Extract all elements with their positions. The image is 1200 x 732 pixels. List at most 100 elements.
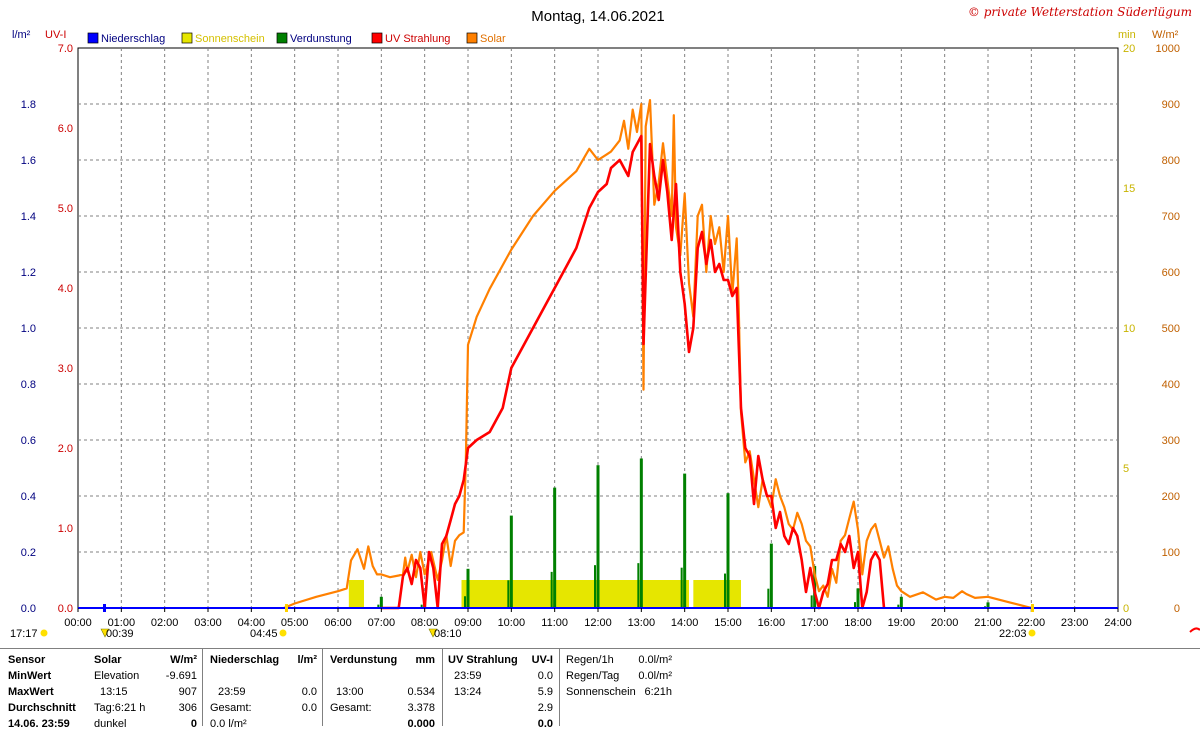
uv-unit: UV-I xyxy=(505,652,553,668)
table-divider xyxy=(322,648,323,726)
solar-cell: Tag:6:21 h xyxy=(94,700,145,716)
table-divider xyxy=(559,648,560,726)
evap-cell xyxy=(388,668,435,684)
solar-cell: 907 xyxy=(150,684,197,700)
solar-cell: 0 xyxy=(150,716,197,732)
row-label-avg: Durchschnitt xyxy=(8,700,76,716)
uv-col-2: UV-I 0.0 5.9 2.9 0.0 xyxy=(505,652,553,732)
summary-label: Regen/Tag xyxy=(566,668,636,684)
legend-label: UV Strahlung xyxy=(385,33,450,45)
minutes-tick-label: 5 xyxy=(1123,463,1129,475)
table-divider xyxy=(442,648,443,726)
uv-tick-label: 1.0 xyxy=(58,523,73,535)
wm2-tick-label: 1000 xyxy=(1156,43,1180,55)
solar-unit: W/m² xyxy=(150,652,197,668)
evaporation-bar xyxy=(857,588,860,608)
copyright-text: © private Wetterstation Süderlügum xyxy=(968,5,1192,19)
rain-cell: 0.0 xyxy=(270,700,317,716)
x-tick-label: 03:00 xyxy=(194,617,222,629)
sunrise-icon xyxy=(280,630,287,637)
evap-unit: mm xyxy=(388,652,435,668)
uv-tick-label: 6.0 xyxy=(58,123,73,135)
legend-label: Verdunstung xyxy=(290,33,352,45)
evaporation-bar xyxy=(464,596,466,608)
evaporation-bar xyxy=(594,565,596,608)
minutes-tick-label: 20 xyxy=(1123,43,1135,55)
rain-cell xyxy=(270,668,317,684)
x-tick-label: 13:00 xyxy=(628,617,656,629)
summary-label: Sonnenschein xyxy=(566,684,636,700)
x-tick-label: 23:00 xyxy=(1061,617,1089,629)
rain-tick-label: 1.2 xyxy=(21,267,36,279)
sunrise-tick xyxy=(285,604,288,612)
uv-tick-label: 5.0 xyxy=(58,203,73,215)
sunset-icon xyxy=(1029,630,1036,637)
solar-cell: Elevation xyxy=(94,668,145,684)
rain-cell: 0.0 l/m² xyxy=(210,716,279,732)
wm2-tick-label: 500 xyxy=(1162,323,1180,335)
row-label-max: MaxWert xyxy=(8,684,76,700)
x-tick-label: 06:00 xyxy=(324,617,352,629)
rain-unit: l/m² xyxy=(270,652,317,668)
wm2-tick-label: 800 xyxy=(1162,155,1180,167)
x-tick-label: 24:00 xyxy=(1104,617,1132,629)
x-tick-label: 18:00 xyxy=(844,617,872,629)
x-tick-label: 14:00 xyxy=(671,617,699,629)
table-divider xyxy=(202,648,203,726)
wm2-tick-label: 300 xyxy=(1162,435,1180,447)
evaporation-bar xyxy=(727,493,730,608)
rain-tick-label: 0.0 xyxy=(21,603,36,615)
rain-cell: Gesamt: xyxy=(210,700,279,716)
solar-cell: 306 xyxy=(150,700,197,716)
wm2-tick-label: 100 xyxy=(1162,547,1180,559)
evaporation-bar xyxy=(767,589,769,608)
rain-cell: 23:59 xyxy=(210,684,279,700)
evaporation-bar xyxy=(811,595,813,608)
evaporation-bar xyxy=(380,597,383,608)
uv-cell: 0.0 xyxy=(505,668,553,684)
table-top-border xyxy=(0,648,1200,649)
rain-tick-label: 0.8 xyxy=(21,379,36,391)
legend-label: Niederschlag xyxy=(101,33,165,45)
uv-tick-label: 4.0 xyxy=(58,283,73,295)
evaporation-bar xyxy=(640,458,643,608)
minutes-tick-label: 10 xyxy=(1123,323,1135,335)
wm2-tick-label: 0 xyxy=(1174,603,1180,615)
evaporation-bar xyxy=(637,563,639,608)
legend-swatch xyxy=(372,33,382,43)
event-sunset-time: 22:03 xyxy=(999,628,1027,640)
evap-cell: 3.378 xyxy=(388,700,435,716)
rain-tick-label: 1.4 xyxy=(21,211,36,223)
legend-swatch xyxy=(277,33,287,43)
evaporation-bar xyxy=(597,465,600,608)
summary-values: 0.0l/m² 0.0l/m² 6:21h xyxy=(630,652,672,700)
summary-value: 0.0l/m² xyxy=(630,652,672,668)
evaporation-bar xyxy=(683,474,686,608)
unit-min: min xyxy=(1118,29,1136,41)
x-tick-label: 05:00 xyxy=(281,617,309,629)
evaporation-bar xyxy=(770,544,773,608)
event-marker-time: 08:10 xyxy=(434,628,462,640)
sunshine-bar xyxy=(693,580,741,608)
x-tick-label: 10:00 xyxy=(498,617,526,629)
rain-cell: 0.0 xyxy=(270,684,317,700)
row-label-sensor: Sensor xyxy=(8,652,76,668)
evaporation-bar xyxy=(507,580,509,608)
x-tick-label: 16:00 xyxy=(758,617,786,629)
solar-cell: 13:15 xyxy=(94,684,145,700)
corner-mark-icon xyxy=(1190,628,1200,632)
event-time-left: 17:17 xyxy=(10,628,38,640)
rain-tick-label: 0.2 xyxy=(21,547,36,559)
event-moonset-time: 00:39 xyxy=(106,628,134,640)
sunshine-bar xyxy=(462,580,690,608)
rain-col-2: l/m² 0.0 0.0 xyxy=(270,652,317,716)
x-tick-label: 11:00 xyxy=(541,617,568,629)
wm2-tick-label: 900 xyxy=(1162,99,1180,111)
rain-header: Niederschlag xyxy=(210,652,279,668)
stats-table: Sensor MinWert MaxWert Durchschnitt 14.0… xyxy=(0,648,1200,726)
x-tick-label: 21:00 xyxy=(974,617,1002,629)
x-tick-label: 00:00 xyxy=(64,617,92,629)
wm2-tick-label: 200 xyxy=(1162,491,1180,503)
